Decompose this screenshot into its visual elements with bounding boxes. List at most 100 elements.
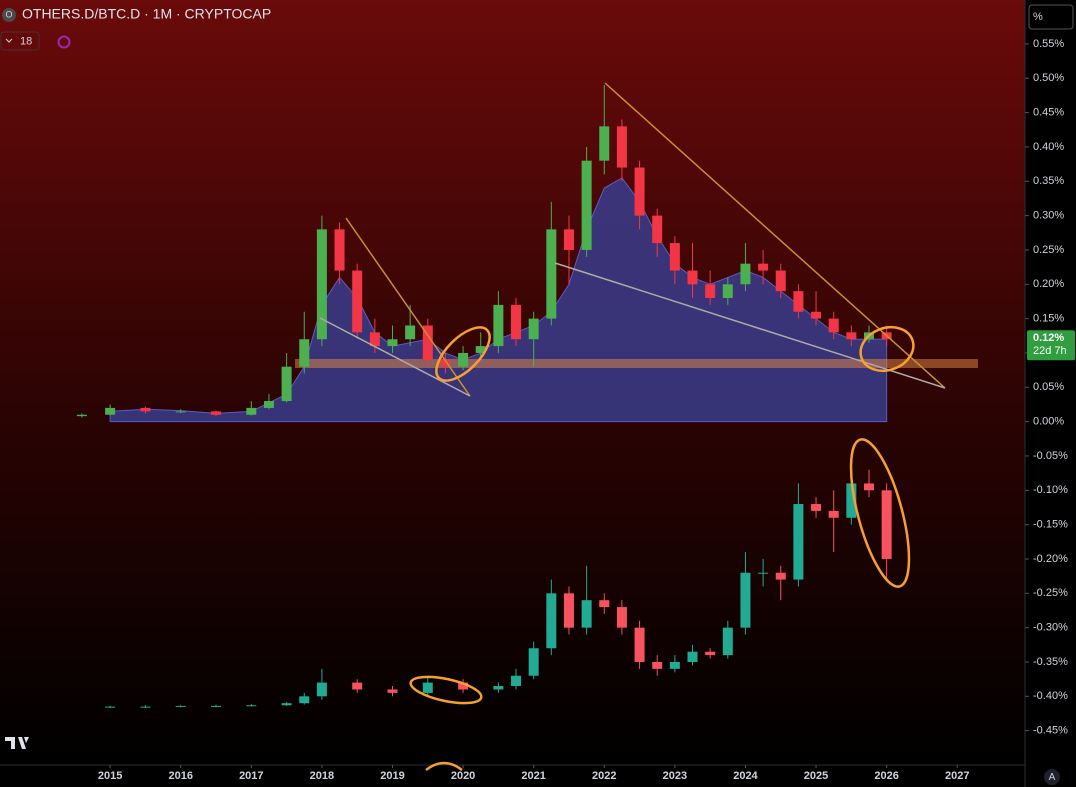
y-tick-label: 0.25% [1033,244,1064,256]
candle-body [811,311,822,319]
x-tick-label: 2019 [380,770,404,782]
candle-body [528,648,539,676]
candle-body [616,607,627,628]
y-tick-label: -0.25% [1033,587,1068,599]
x-tick-label: 2024 [733,770,758,782]
candle-body [740,572,751,628]
y-tick-label: -0.35% [1033,656,1068,668]
y-tick-label: 0.40% [1033,141,1064,153]
x-tick-label: 2017 [239,770,263,782]
support-zone [295,359,978,368]
y-tick-label: -0.05% [1033,450,1068,462]
auto-button-label: A [1049,772,1056,783]
price-axis-background [1025,0,1076,787]
candle-body [493,304,504,347]
candle-body [634,627,645,662]
candle-body [246,407,257,415]
candle-body [175,705,186,707]
time-axis-background [0,765,1025,787]
trend-line [319,317,471,397]
y-tick-label: 0.15% [1033,313,1064,325]
candle-body [793,291,804,312]
candle-body [687,651,698,662]
trend-line [554,262,946,389]
interval-count: 18 [20,35,32,47]
candle-body [405,325,416,340]
countdown: 22d 7h [1033,345,1067,357]
trend-line [604,82,946,389]
logo [5,737,29,749]
candle-body [599,126,610,161]
candle-body [211,705,222,707]
highlight-ellipse [409,675,483,705]
auto-button[interactable] [1044,769,1060,785]
candle-body [175,411,186,413]
candle-body [105,407,116,415]
candle-body [634,167,645,216]
x-tick-label: 2016 [168,770,192,782]
candle-body [581,160,592,250]
candle-body [652,215,663,244]
x-tick-label: 2025 [804,770,828,782]
candle-body [76,414,87,417]
highlight-ellipse [435,326,491,382]
x-tick-label: 2026 [874,770,898,782]
last-price-label: 0.12% [1033,332,1064,344]
symbol-icon-letter: O [5,9,12,19]
x-tick-label: 2022 [592,770,616,782]
last-price-box [1027,330,1075,361]
x-tick-label: 2020 [451,770,475,782]
candle-body [334,229,345,271]
candle-body [828,510,839,518]
y-tick-label: -0.30% [1033,622,1068,634]
y-tick-label: 0.30% [1033,210,1064,222]
unit-box[interactable] [1028,4,1074,30]
candle-body [387,689,398,693]
candle-body [881,490,892,559]
candle-body [740,263,751,285]
candle-body [458,682,469,690]
candle-body [616,126,627,168]
axis-unit: % [1033,11,1043,23]
candle-body [599,600,610,608]
candle-body [775,572,786,580]
interval-box[interactable] [0,31,40,51]
x-tick-label: 2018 [310,770,334,782]
x-tick-label: 2015 [98,770,122,782]
candle-body [528,318,539,340]
candle-body [475,346,486,353]
candle-body [846,483,857,518]
candle-body [352,270,363,333]
candle-body [563,593,574,628]
candle-body [387,339,398,347]
highlight-ellipse [859,325,915,373]
y-tick-label: -0.45% [1033,725,1068,737]
candle-body [563,229,574,250]
candle-layer [76,85,892,709]
chart-title: OTHERS.D/BTC.D · 1M · CRYPTOCAP [22,6,271,22]
y-tick-label: -0.20% [1033,553,1068,565]
candle-body [811,504,822,511]
candle-body [863,483,874,491]
candle-body [511,675,522,687]
symbol-icon [2,8,16,22]
candle-body [281,703,292,706]
highlight-ellipse [849,438,911,588]
candle-body [299,339,310,367]
x-tick-label: 2023 [663,770,687,782]
indicator-icon[interactable] [57,35,71,49]
candle-body [246,705,257,707]
candle-body [316,682,327,697]
candle-body [281,366,292,402]
candle-body [105,706,116,708]
y-tick-label: 0.00% [1033,416,1064,428]
candle-body [211,411,222,415]
candle-body [652,661,663,669]
candle-body [669,243,680,271]
candle-body [546,229,557,319]
axis-layer: 0.55% 0.50% 0.45% 0.40% 0.35% 0.30% 0.25% 0.20%… [98,38,1075,782]
candle-body [299,696,310,704]
candle-body [828,318,839,333]
